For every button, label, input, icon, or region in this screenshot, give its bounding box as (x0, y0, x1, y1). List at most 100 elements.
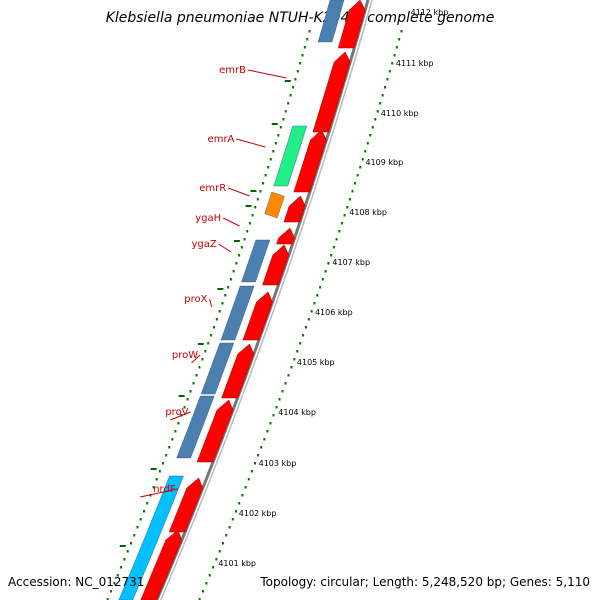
left-lane-dot (282, 118, 285, 121)
left-lane-dot (243, 238, 246, 241)
right-lane-dot (351, 190, 354, 193)
right-lane-dot (381, 94, 384, 97)
left-lane-dot (264, 174, 267, 177)
gene-label-emrr: emrR (199, 183, 226, 194)
right-lane-dot (296, 350, 299, 353)
boundary-tick (217, 288, 224, 290)
right-lane-dot (284, 382, 287, 385)
left-lane-dot (251, 214, 254, 217)
left-lane-dot (235, 262, 238, 265)
left-lane-dot (240, 246, 243, 249)
left-lane-dot (126, 550, 129, 553)
gene-label-ygaz: ygaZ (192, 239, 217, 250)
left-lane-dot (303, 46, 306, 49)
right-lane-dot (366, 142, 369, 145)
right-lane-dot (374, 118, 377, 121)
boundary-tick (150, 468, 157, 470)
left-lane-dot (110, 590, 113, 593)
left-lane-dot (274, 142, 277, 145)
right-lane-dot (202, 590, 205, 593)
right-lane-dot (313, 302, 316, 305)
left-lane-dot (139, 518, 142, 521)
left-lane-dot (238, 254, 241, 257)
right-lane-dot (371, 126, 374, 129)
gene-label-nrdf: nrdF (153, 484, 176, 495)
gene-block-ygaz (241, 239, 271, 283)
right-lane-dot (257, 454, 260, 457)
right-lane-dot (324, 270, 327, 273)
boundary-tick (250, 190, 257, 192)
left-lane-dot (133, 534, 136, 537)
right-lane-dot (198, 598, 201, 600)
left-lane-dot (287, 102, 290, 105)
left-lane-dot (246, 230, 249, 233)
left-lane-dot (189, 390, 192, 393)
kbp-label: 4106 kbp (315, 308, 353, 317)
right-lane-dot (278, 398, 281, 401)
gene-label-prov: proV (165, 407, 188, 418)
left-lane-dot (113, 582, 116, 585)
left-lane-dot (301, 54, 304, 57)
left-lane-dot (267, 166, 270, 169)
left-lane-dot (277, 134, 280, 137)
boundary-tick (197, 343, 204, 345)
right-lane-dot (275, 406, 278, 409)
kbp-label: 4103 kbp (259, 459, 297, 468)
gene-label-emrb: emrB (219, 65, 246, 76)
gene-block-emra (273, 125, 308, 187)
boundary-tick (233, 240, 240, 242)
right-lane-dot (354, 182, 357, 185)
gene-block-prow (200, 342, 235, 395)
right-lane-dot (287, 374, 290, 377)
left-lane-dot (146, 502, 149, 505)
tick-ruler (106, 30, 403, 600)
right-lane-dot (327, 262, 330, 265)
left-lane-dot (177, 422, 180, 425)
right-lane-dot (361, 158, 364, 161)
right-lane-dot (335, 238, 338, 241)
left-lane-dot (165, 454, 168, 457)
right-lane-dot (228, 526, 231, 529)
right-lane-dot (238, 502, 241, 505)
left-lane-dot (129, 542, 132, 545)
left-lane-dot (259, 190, 262, 193)
right-lane-dot (244, 486, 247, 489)
left-lane-dot (279, 126, 282, 129)
right-lane-dot (307, 318, 310, 321)
right-lane-dot (369, 134, 372, 137)
backbone-shadow (160, 0, 373, 600)
accession-text: Accession: NC_012731 (8, 575, 144, 589)
gene-block-emrr (264, 191, 285, 219)
right-lane-dot (321, 278, 324, 281)
cds-arrow (262, 244, 290, 286)
right-lane-dot (241, 494, 244, 497)
left-lane-dot (232, 270, 235, 273)
left-lane-dot (123, 558, 126, 561)
left-lane-dot (192, 382, 195, 385)
left-lane-dot (299, 62, 302, 65)
right-lane-dot (234, 510, 237, 513)
right-lane-dot (332, 246, 335, 249)
cds-arrow (196, 399, 234, 463)
right-lane-dot (316, 294, 319, 297)
gene-block-prov (176, 395, 215, 459)
left-lane-dot (215, 318, 218, 321)
left-lane-dot (162, 462, 165, 465)
right-lane-dot (299, 342, 302, 345)
left-lane-dot (152, 486, 155, 489)
right-lane-dot (338, 230, 341, 233)
left-lane-dot (207, 342, 210, 345)
right-lane-dot (205, 582, 208, 585)
right-lane-dot (391, 62, 394, 65)
right-lane-dot (346, 206, 349, 209)
left-lane-dot (155, 478, 158, 481)
gene-labels: emrB emrA emrR ygaH ygaZ proX proW proV nrdF (140, 65, 287, 498)
gene-label-ygah: ygaH (195, 213, 221, 224)
boundary-tick (178, 395, 185, 397)
right-lane-dot (319, 286, 322, 289)
kbp-label: 4110 kbp (381, 109, 419, 118)
gene-label-emra: emrA (208, 134, 235, 145)
left-lane-dot (168, 446, 171, 449)
left-lane-dot (306, 38, 309, 41)
cds-arrow (283, 195, 306, 223)
